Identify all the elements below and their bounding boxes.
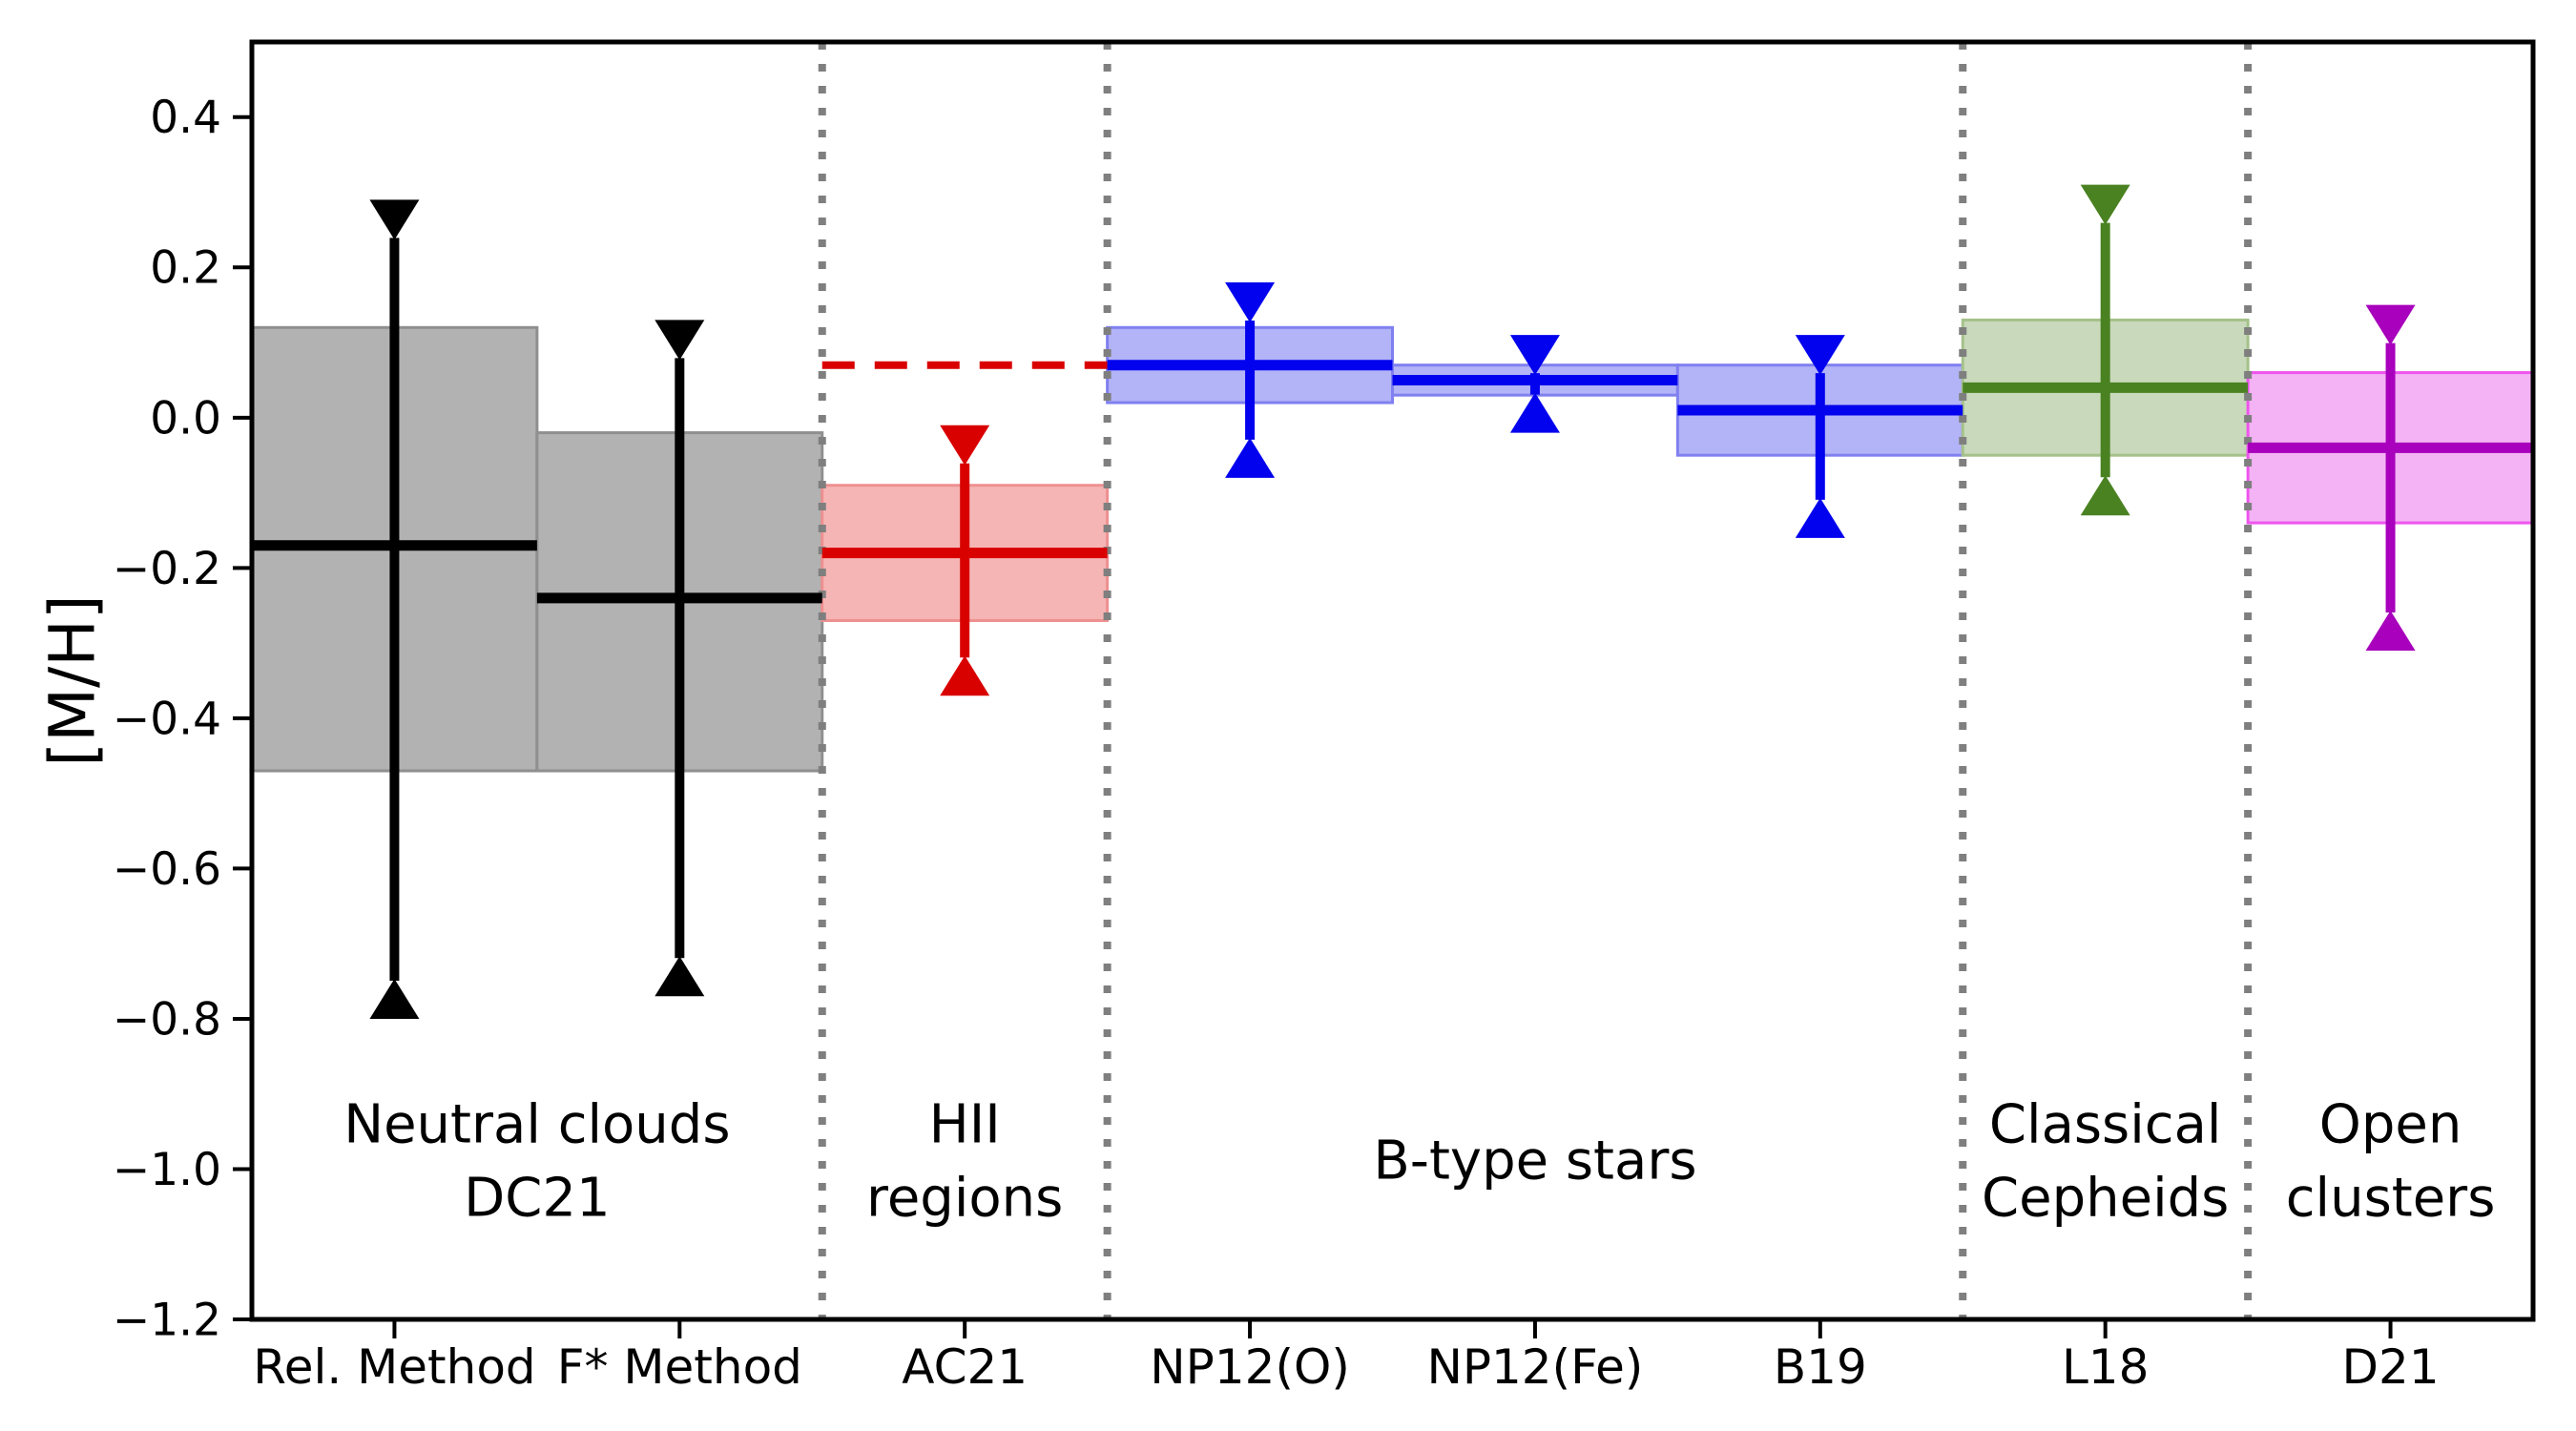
dividers-layer	[818, 42, 2253, 1319]
upper-caret-Rel. Method	[369, 199, 420, 240]
lower-caret-D21	[2365, 610, 2416, 651]
lower-caret-F* Method	[654, 956, 705, 997]
group-label: clusters	[2286, 1168, 2496, 1230]
upper-caret-F* Method	[654, 320, 705, 361]
group-label: regions	[866, 1168, 1063, 1230]
y-tick-label: 0.4	[150, 92, 221, 144]
group-label: Open	[2319, 1094, 2462, 1156]
series-AC21	[821, 425, 1108, 696]
group-label: HII	[929, 1094, 1001, 1156]
x-tick-label-D21: D21	[2342, 1339, 2440, 1395]
y-axis: 0.4 0.2 0.0 −0.2 −0.4 −0.6 −0.8 −1.0 −1.2	[113, 92, 252, 1346]
series-L18	[1963, 184, 2249, 516]
lower-caret-L18	[2080, 475, 2130, 516]
series-Rel. Method	[252, 199, 537, 1019]
group-label: B-type stars	[1373, 1130, 1696, 1192]
lower-caret-NP12(O)	[1225, 437, 1276, 478]
group-label: DC21	[464, 1168, 610, 1230]
upper-caret-B19	[1795, 335, 1845, 376]
group-label: Classical	[1989, 1094, 2222, 1156]
x-tick-label-NP12(O): NP12(O)	[1150, 1339, 1350, 1395]
x-tick-label-L18: L18	[2062, 1339, 2149, 1395]
x-tick-label-F* Method: F* Method	[557, 1339, 802, 1395]
series-D21	[2248, 304, 2533, 651]
upper-caret-NP12(Fe)	[1509, 335, 1560, 376]
y-tick-label: 0.2	[150, 242, 221, 295]
y-tick-label: −0.6	[113, 843, 221, 896]
x-tick-label-B19: B19	[1774, 1339, 1867, 1395]
upper-caret-D21	[2365, 304, 2416, 345]
y-tick-label: −1.0	[113, 1144, 221, 1196]
upper-caret-NP12(O)	[1225, 282, 1276, 323]
lower-caret-B19	[1795, 497, 1845, 538]
group-label: Cepheids	[1982, 1168, 2229, 1230]
y-axis-title: [M/H]	[36, 594, 110, 766]
y-tick-label: −1.2	[113, 1294, 221, 1346]
y-tick-label: −0.2	[113, 543, 221, 595]
y-tick-label: −0.8	[113, 993, 221, 1046]
y-tick-label: −0.4	[113, 693, 221, 745]
series-NP12(O)	[1107, 282, 1393, 478]
x-tick-label-AC21: AC21	[902, 1339, 1028, 1395]
x-tick-label-Rel. Method: Rel. Method	[253, 1339, 535, 1395]
series-B19	[1677, 335, 1963, 538]
y-tick-label: 0.0	[150, 392, 221, 445]
axes-frame	[249, 39, 2536, 1322]
x-tick-label-NP12(Fe): NP12(Fe)	[1426, 1339, 1643, 1395]
x-axis: Rel. Method F* Method AC21 NP12(O) NP12(Fe) B…	[253, 1319, 2440, 1395]
lower-caret-AC21	[940, 655, 990, 696]
lower-caret-NP12(Fe)	[1509, 392, 1560, 433]
lower-caret-Rel. Method	[369, 978, 420, 1019]
upper-caret-AC21	[940, 425, 990, 466]
group-label: Neutral clouds	[343, 1094, 730, 1156]
series-F* Method	[536, 320, 822, 997]
group-labels-layer: Neutral clouds DC21 HII regions B-type stars…	[343, 1094, 2495, 1230]
upper-caret-L18	[2080, 184, 2130, 225]
series-NP12(Fe)	[1392, 335, 1678, 433]
